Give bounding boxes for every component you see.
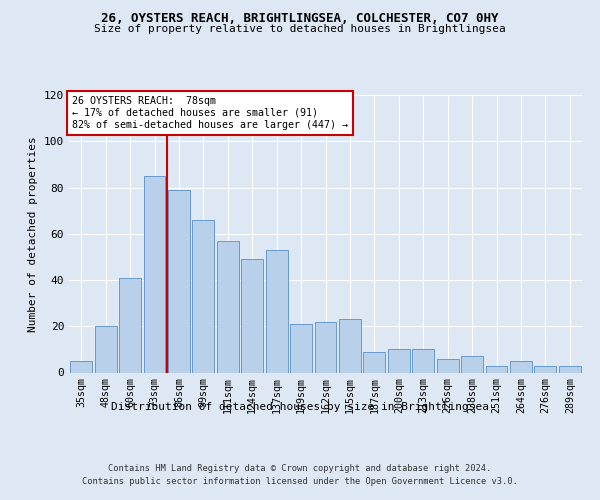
Bar <box>559 366 581 372</box>
Bar <box>388 350 410 372</box>
Bar <box>193 220 214 372</box>
Bar <box>241 259 263 372</box>
Bar <box>535 366 556 372</box>
Bar <box>168 190 190 372</box>
Bar <box>339 320 361 372</box>
Text: 26 OYSTERS REACH:  78sqm
← 17% of detached houses are smaller (91)
82% of semi-d: 26 OYSTERS REACH: 78sqm ← 17% of detache… <box>71 96 347 130</box>
Y-axis label: Number of detached properties: Number of detached properties <box>28 136 38 332</box>
Bar <box>437 358 458 372</box>
Bar <box>95 326 116 372</box>
Bar <box>485 366 508 372</box>
Bar <box>217 240 239 372</box>
Text: Distribution of detached houses by size in Brightlingsea: Distribution of detached houses by size … <box>111 402 489 412</box>
Bar <box>314 322 337 372</box>
Bar <box>412 350 434 372</box>
Bar <box>364 352 385 372</box>
Bar <box>510 361 532 372</box>
Text: Contains public sector information licensed under the Open Government Licence v3: Contains public sector information licen… <box>82 478 518 486</box>
Bar <box>461 356 483 372</box>
Bar <box>143 176 166 372</box>
Text: 26, OYSTERS REACH, BRIGHTLINGSEA, COLCHESTER, CO7 0HY: 26, OYSTERS REACH, BRIGHTLINGSEA, COLCHE… <box>101 12 499 26</box>
Bar <box>70 361 92 372</box>
Bar <box>266 250 287 372</box>
Text: Size of property relative to detached houses in Brightlingsea: Size of property relative to detached ho… <box>94 24 506 34</box>
Bar <box>119 278 141 372</box>
Bar <box>290 324 312 372</box>
Text: Contains HM Land Registry data © Crown copyright and database right 2024.: Contains HM Land Registry data © Crown c… <box>109 464 491 473</box>
